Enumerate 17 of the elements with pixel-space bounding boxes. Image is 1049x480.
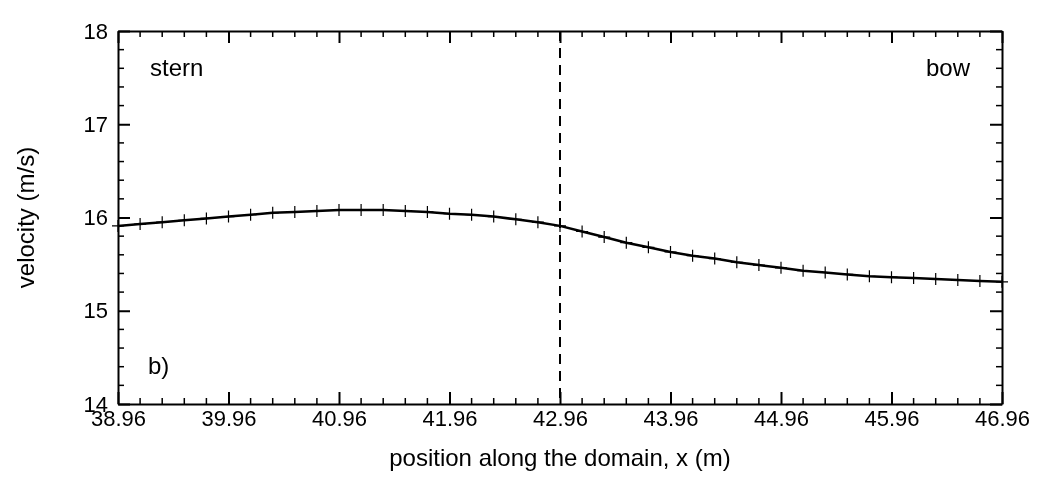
x-tick-label: 44.96 — [753, 405, 810, 431]
annotation: b) — [148, 352, 170, 379]
y-tick-label: 16 — [83, 205, 108, 231]
y-tick-label: 15 — [83, 298, 108, 324]
y-tick-label: 17 — [83, 111, 108, 137]
x-tick-label: 43.96 — [643, 405, 699, 431]
x-tick-label: 39.96 — [201, 405, 257, 431]
y-tick-label: 18 — [83, 18, 108, 44]
annotation: bow — [925, 54, 971, 81]
x-tick-label: 42.96 — [532, 405, 589, 431]
y-axis-title: velocity (m/s) — [12, 146, 39, 289]
annotation: stern — [150, 54, 204, 81]
x-tick-label: 45.96 — [864, 405, 920, 431]
x-tick-label: 46.96 — [974, 405, 1031, 431]
x-tick-label: 40.96 — [311, 405, 368, 431]
x-tick-label: 41.96 — [422, 405, 478, 431]
x-axis-title: position along the domain, x (m) — [389, 444, 731, 471]
